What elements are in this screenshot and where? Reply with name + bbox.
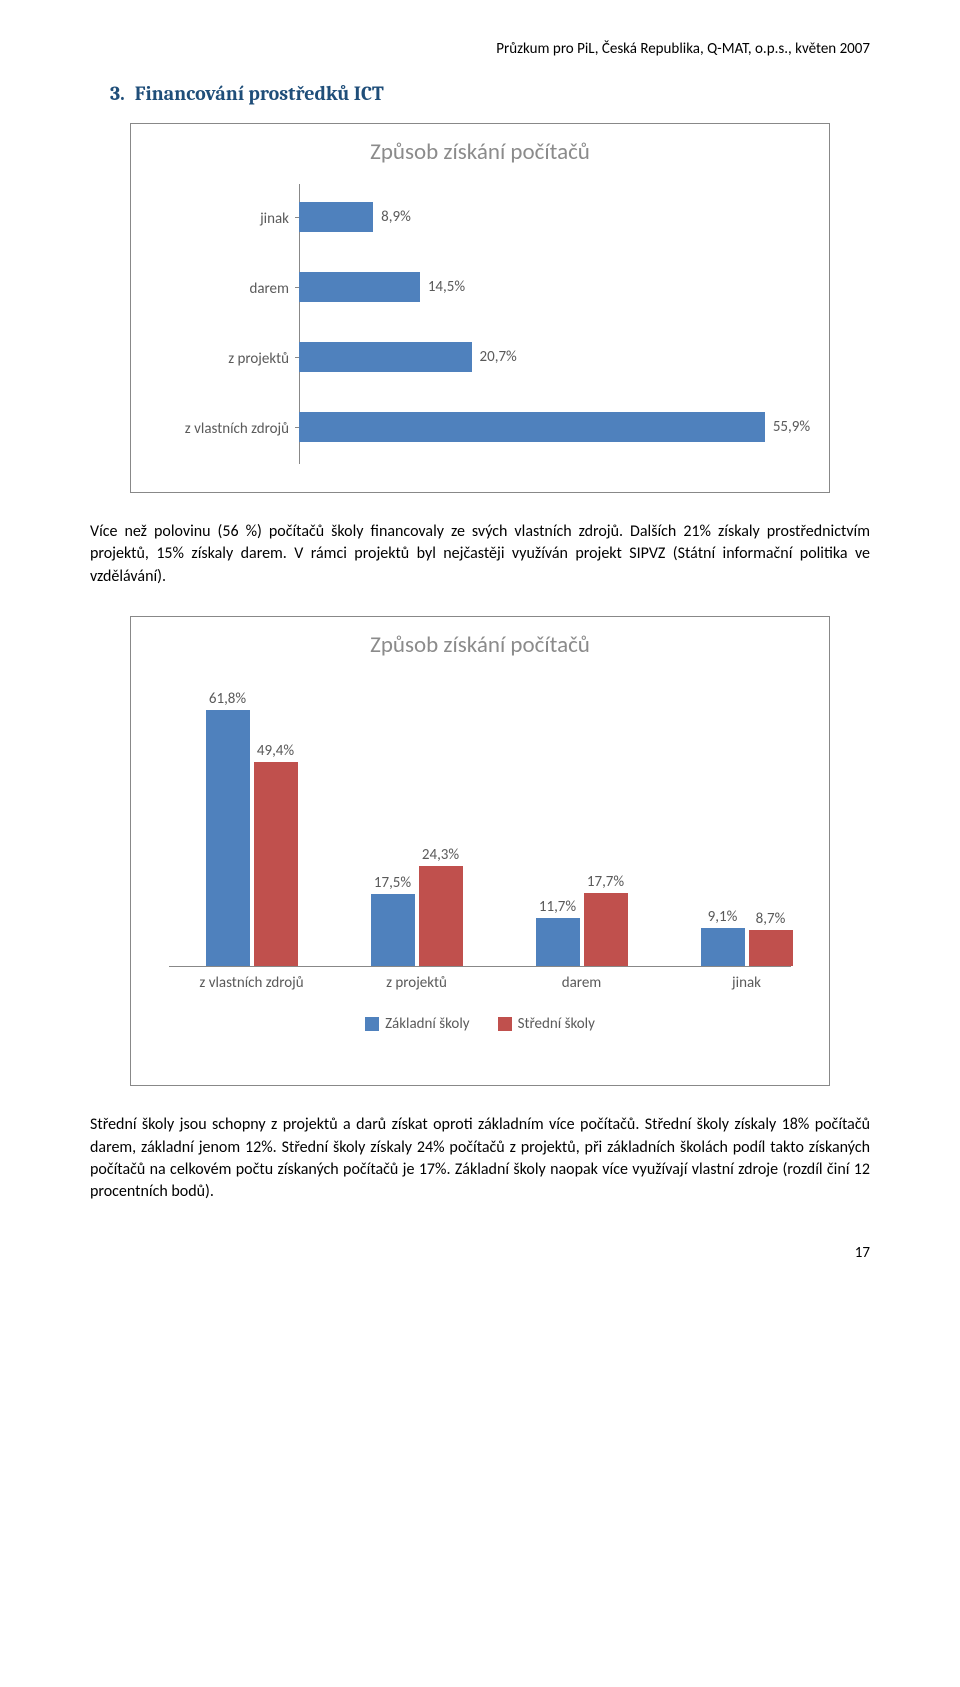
chart2-value-label: 24,3%: [419, 846, 463, 864]
chart2-legend: Základní školy Střední školy: [149, 1015, 811, 1033]
chart1-value-label: 8,9%: [381, 208, 411, 226]
legend-label: Střední školy: [518, 1015, 595, 1033]
section-heading: 3. Financování prostředků ICT: [110, 82, 870, 105]
section-title: Financování prostředků ICT: [135, 82, 384, 105]
chart2-category-label: z projektů: [337, 974, 497, 992]
chart2-plot: 61,8%49,4%z vlastních zdrojů17,5%24,3%z …: [169, 677, 791, 967]
chart1-value-label: 14,5%: [428, 278, 465, 296]
chart1-bar: [299, 342, 472, 372]
chart1-category-label: jinak: [149, 202, 289, 236]
chart2-value-label: 17,7%: [584, 873, 628, 891]
paragraph-2: Střední školy jsou schopny z projektů a …: [90, 1114, 870, 1204]
page-number: 17: [90, 1244, 870, 1262]
chart1-bar: [299, 202, 373, 232]
chart2-bar: 8,7%: [749, 930, 793, 966]
legend-swatch: [365, 1017, 379, 1031]
chart2-bar: 9,1%: [701, 928, 745, 966]
chart2-title: Způsob získání počítačů: [149, 631, 811, 659]
chart2-bar: 49,4%: [254, 762, 298, 967]
chart-acquisition-method: Způsob získání počítačů jinak 8,9% darem 14…: [130, 123, 830, 493]
chart1-bar: [299, 272, 420, 302]
chart1-title: Způsob získání počítačů: [149, 138, 811, 166]
chart2-bar: 61,8%: [206, 710, 250, 966]
chart1-value-label: 20,7%: [480, 348, 517, 366]
legend-swatch: [498, 1017, 512, 1031]
chart2-bar: 11,7%: [536, 918, 580, 966]
chart1-category-label: darem: [149, 272, 289, 306]
chart2-value-label: 49,4%: [254, 742, 298, 760]
chart2-bar: 17,5%: [371, 894, 415, 967]
legend-label: Základní školy: [385, 1015, 470, 1033]
legend-item: Střední školy: [498, 1015, 595, 1033]
chart1-category-label: z projektů: [149, 342, 289, 376]
chart2-value-label: 61,8%: [206, 690, 250, 708]
chart2-value-label: 9,1%: [701, 908, 745, 926]
chart2-bar: 17,7%: [584, 893, 628, 966]
chart2-category-label: jinak: [667, 974, 827, 992]
chart1-category-label: z vlastních zdrojů: [149, 412, 289, 446]
chart1-bar: [299, 412, 765, 442]
chart-acquisition-by-school-type: Způsob získání počítačů 61,8%49,4%z vlas…: [130, 616, 830, 1086]
chart1-value-label: 55,9%: [773, 418, 810, 436]
chart2-category-label: darem: [502, 974, 662, 992]
legend-item: Základní školy: [365, 1015, 470, 1033]
section-number: 3.: [110, 82, 125, 105]
chart1-plot: jinak 8,9% darem 14,5% z projektů 20,7% z vlas…: [149, 184, 811, 464]
doc-header: Průzkum pro PiL, Česká Republika, Q-MAT,…: [90, 40, 870, 58]
chart2-category-label: z vlastních zdrojů: [172, 974, 332, 992]
chart2-value-label: 8,7%: [749, 910, 793, 928]
paragraph-1: Více než polovinu (56 %) počítačů školy …: [90, 521, 870, 588]
chart2-value-label: 11,7%: [536, 898, 580, 916]
chart2-value-label: 17,5%: [371, 874, 415, 892]
chart2-bar: 24,3%: [419, 866, 463, 967]
